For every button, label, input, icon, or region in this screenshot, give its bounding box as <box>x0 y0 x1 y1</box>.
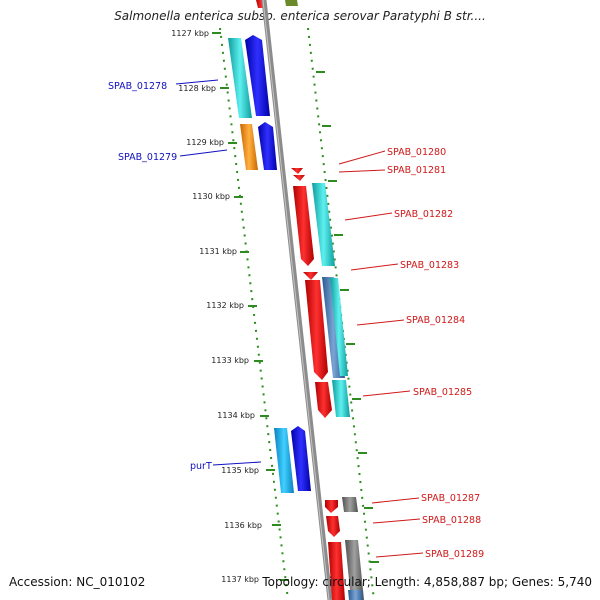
leader-spab-01282 <box>344 212 393 221</box>
gene-label-spab-01280[interactable]: SPAB_01280 <box>387 147 446 158</box>
gene-blue-1278[interactable] <box>245 35 270 116</box>
genome-title: Salmonella enterica subsp. enterica sero… <box>114 9 486 23</box>
leader-spab-01280 <box>338 150 386 165</box>
genome-backbone-highlight <box>262 0 330 600</box>
leader-spab-01278 <box>175 79 219 85</box>
scale-label-1129: 1129 kbp <box>186 138 224 147</box>
scale-label-1135: 1135 kbp <box>221 466 259 475</box>
gene-label-spab-01284[interactable]: SPAB_01284 <box>406 315 465 326</box>
leader-spab-01287 <box>371 497 420 504</box>
gene-red-1285[interactable] <box>315 382 332 418</box>
gene-label-spab-01283[interactable]: SPAB_01283 <box>400 260 459 271</box>
gene-red-1284[interactable] <box>305 280 328 380</box>
gene-label-spab-01288[interactable]: SPAB_01288 <box>422 515 481 526</box>
gene-label-spab-01287[interactable]: SPAB_01287 <box>421 493 480 504</box>
gene-steel-1289[interactable] <box>348 590 363 600</box>
leader-spab-01281 <box>338 169 386 173</box>
leader-spab-01283 <box>350 263 399 271</box>
gene-red-1280[interactable] <box>291 168 303 174</box>
gene-cyan-1284[interactable] <box>330 278 348 376</box>
gene-label-spab-01282[interactable]: SPAB_01282 <box>394 209 453 220</box>
gene-label-spab-01281[interactable]: SPAB_01281 <box>387 165 446 176</box>
leader-spab-01288 <box>372 518 421 524</box>
scale-label-1128: 1128 kbp <box>178 84 216 93</box>
scale-ticks <box>212 32 289 581</box>
scale-label-1131: 1131 kbp <box>199 247 237 256</box>
scale-label-1132: 1132 kbp <box>206 301 244 310</box>
leader-purT <box>212 461 262 466</box>
gene-gray-1287[interactable] <box>342 497 358 512</box>
leader-spab-01279 <box>179 149 228 157</box>
leader-spab-01289 <box>375 552 424 558</box>
scale-label-1133: 1133 kbp <box>211 356 249 365</box>
leader-spab-01285 <box>362 390 411 397</box>
gene-red-1283[interactable] <box>303 272 318 280</box>
gene-cyan-1282[interactable] <box>312 183 335 266</box>
gene-top-olive-partial[interactable] <box>285 0 298 6</box>
gene-label-spab-01278[interactable]: SPAB_01278 <box>108 81 167 92</box>
leader-spab-01284 <box>356 319 405 326</box>
gene-label-spab-01289[interactable]: SPAB_01289 <box>425 549 484 560</box>
scale-label-1137: 1137 kbp <box>221 575 259 584</box>
scale-label-1136: 1136 kbp <box>224 521 262 530</box>
genome-backbone <box>261 0 333 600</box>
gene-red-1289[interactable] <box>328 542 345 600</box>
gene-cyan-1278[interactable] <box>228 38 252 118</box>
gene-red-1281[interactable] <box>293 175 305 181</box>
scale-label-1127: 1127 kbp <box>171 29 209 38</box>
gene-label-spab-01285[interactable]: SPAB_01285 <box>413 387 472 398</box>
gene-red-1282[interactable] <box>293 186 314 266</box>
topology-label: Topology: circular; Length: 4,858,887 bp… <box>262 575 592 589</box>
gene-label-spab-01279[interactable]: SPAB_01279 <box>118 152 177 163</box>
gene-sky-purT[interactable] <box>274 428 294 493</box>
gene-red-1287[interactable] <box>325 500 338 513</box>
accession-label: Accession: NC_010102 <box>9 575 146 589</box>
scale-label-1130: 1130 kbp <box>192 192 230 201</box>
gene-blue-purT[interactable] <box>291 426 311 491</box>
gene-cyan-1285[interactable] <box>332 380 350 417</box>
right-track-ticks <box>316 71 379 563</box>
left-dotted-track <box>219 27 289 600</box>
gene-gray-1289[interactable] <box>345 540 364 600</box>
gene-orange-1279[interactable] <box>240 124 258 170</box>
gene-blue-1279[interactable] <box>258 122 277 170</box>
gene-label-purT[interactable]: purT <box>190 461 212 472</box>
gene-red-1288[interactable] <box>326 516 340 537</box>
scale-label-1134: 1134 kbp <box>217 411 255 420</box>
